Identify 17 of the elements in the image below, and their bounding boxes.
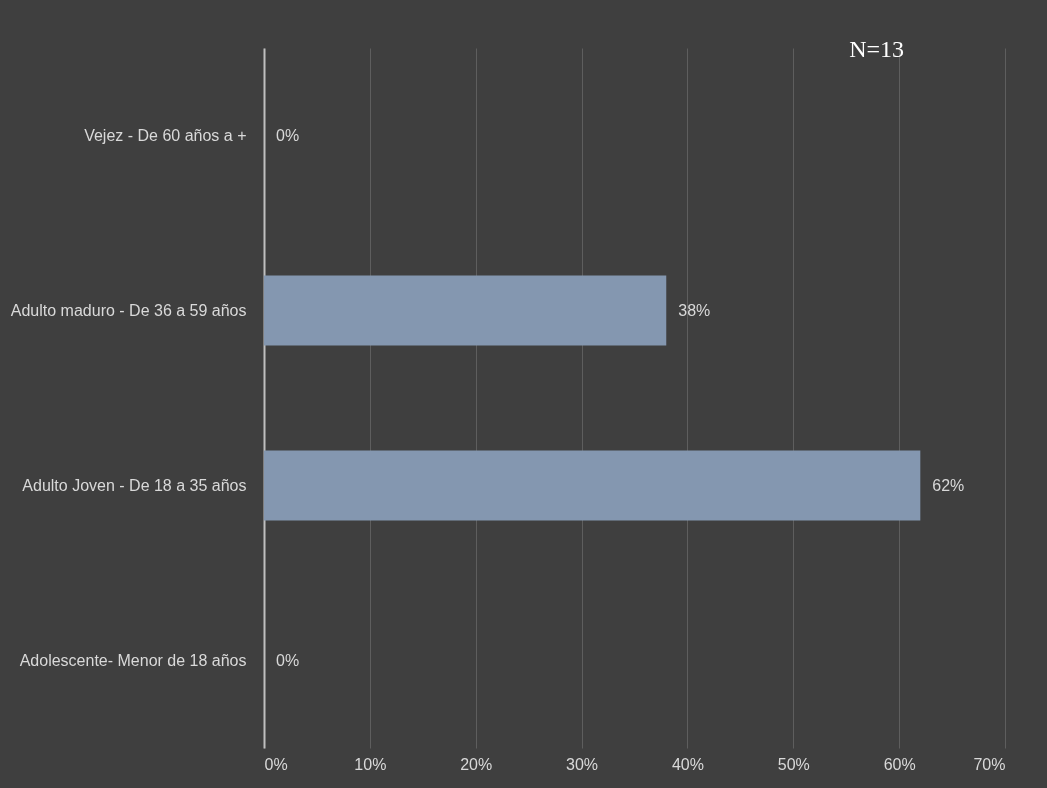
y-tick-label: Vejez - De 60 años a +	[84, 126, 247, 144]
data-label: 0%	[276, 126, 300, 144]
data-label: 62%	[932, 476, 965, 494]
x-tick-label: 50%	[777, 755, 810, 773]
x-tick-label: 40%	[671, 755, 704, 773]
y-tick-label: Adulto Joven - De 18 a 35 años	[22, 476, 247, 494]
x-tick-label: 20%	[460, 755, 493, 773]
x-tick-label: 30%	[566, 755, 599, 773]
x-tick-label: 70%	[973, 755, 1006, 773]
annotation: N=13	[849, 36, 904, 62]
y-tick-label: Adulto maduro - De 36 a 59 años	[10, 301, 247, 319]
x-tick-label: 0%	[264, 755, 288, 773]
data-label: 38%	[678, 301, 711, 319]
data-label: 0%	[276, 651, 300, 669]
x-tick-label: 60%	[883, 755, 916, 773]
y-tick-label: Adolescente- Menor de 18 años	[19, 651, 247, 669]
x-tick-label: 10%	[354, 755, 387, 773]
